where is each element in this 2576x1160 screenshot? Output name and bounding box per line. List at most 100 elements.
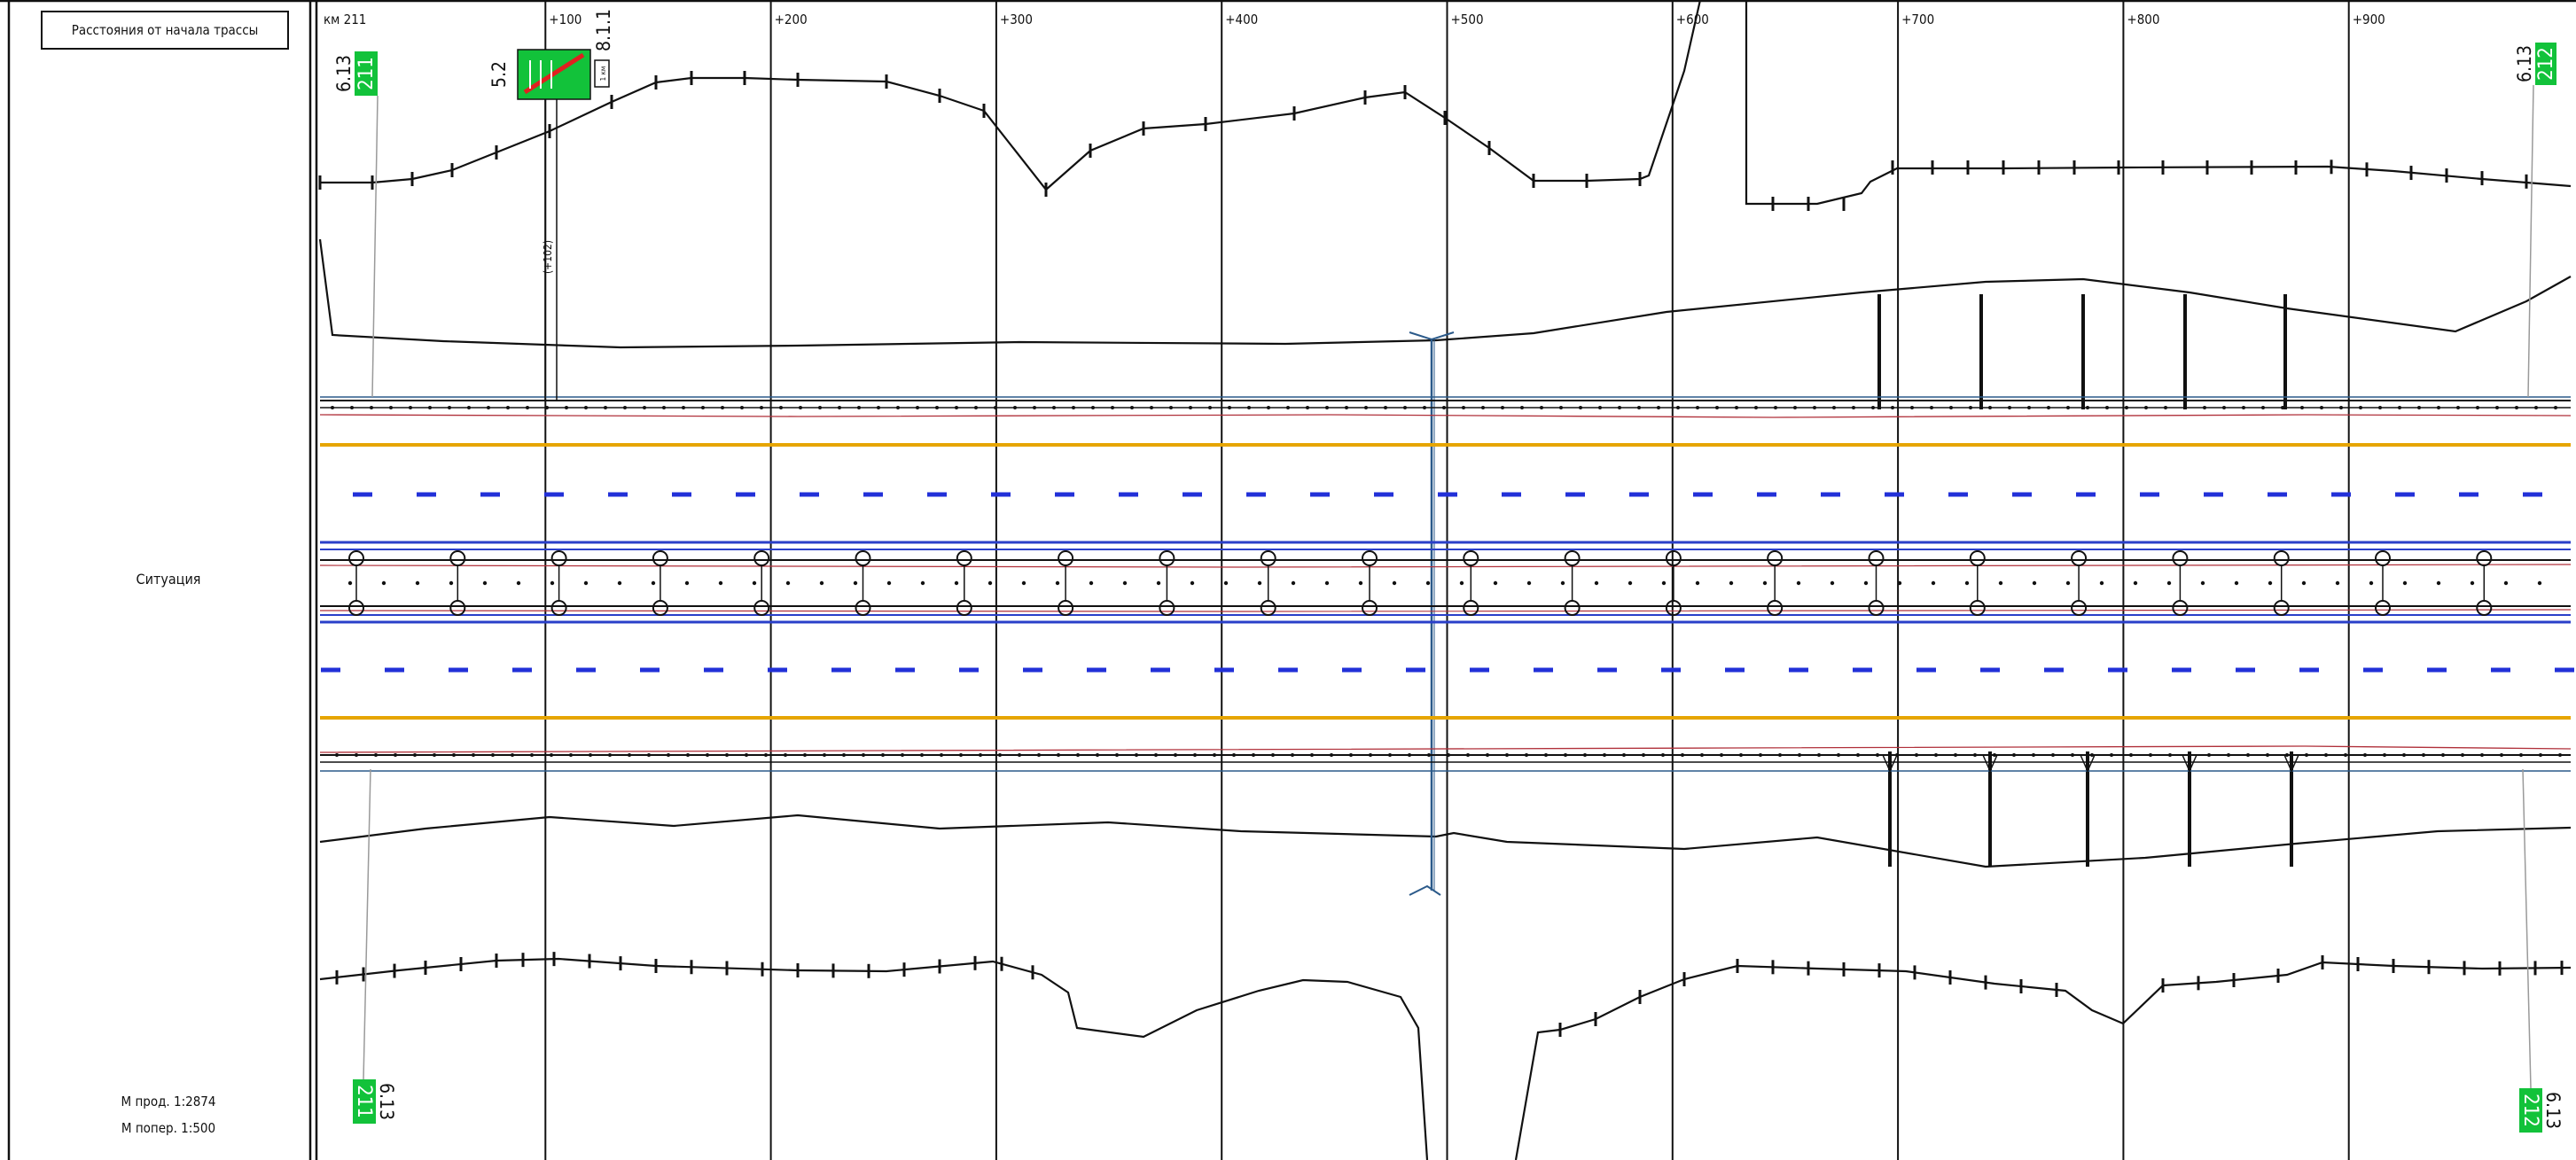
boundary-dot	[2012, 753, 2016, 757]
boundary-dot	[1793, 406, 1797, 409]
boundary-dot	[2071, 753, 2074, 757]
median-dot	[1796, 580, 1801, 586]
boundary-dot	[2027, 406, 2031, 409]
boundary-dot	[1486, 753, 1489, 757]
boundary-dot	[881, 753, 885, 757]
boundary-dot	[355, 753, 358, 757]
roadway-plan	[319, 396, 2574, 773]
boundary-dot	[1208, 406, 1212, 409]
station-label: +400	[1225, 12, 1258, 27]
boundary-dot	[2188, 753, 2191, 757]
median-dot	[2335, 580, 2340, 586]
light-pole-bottom	[855, 600, 871, 616]
median-dot	[2402, 580, 2408, 586]
boundary-dot	[1915, 753, 1918, 757]
boundary-dot	[1369, 753, 1372, 757]
boundary-dot	[2183, 406, 2187, 409]
boundary-dot	[1583, 753, 1587, 757]
boundary-dot	[1076, 753, 1080, 757]
boundary-dot	[1993, 753, 1996, 757]
lane-sign-plate-text: 1 км	[599, 66, 607, 82]
median-dot	[1324, 580, 1330, 586]
boundary-dot	[2168, 753, 2172, 757]
light-pole-bottom	[2273, 600, 2290, 616]
culvert-outlet	[2283, 754, 2299, 773]
boundary-dot	[1637, 406, 1641, 409]
median-dot	[1425, 580, 1431, 586]
boundary-dot	[725, 753, 729, 757]
light-pole-bottom	[1159, 600, 1175, 616]
light-pole-top	[1463, 550, 1479, 566]
boundary-dot	[1057, 753, 1060, 757]
boundary-dot	[1037, 753, 1041, 757]
km-post-value: 211	[353, 1085, 375, 1118]
light-pole-bottom	[2375, 600, 2391, 616]
culvert-outlet	[1882, 754, 1898, 773]
median-dot	[954, 580, 959, 586]
light-pole-top	[1159, 550, 1175, 566]
boundary-dot	[2422, 753, 2425, 757]
boundary-dot	[2066, 406, 2070, 409]
median-dot	[381, 580, 386, 586]
boundary-dot	[643, 406, 646, 409]
light-pole-top	[1260, 550, 1276, 566]
boundary-dot	[2222, 406, 2226, 409]
boundary-dot	[604, 406, 607, 409]
boundary-dot	[1247, 406, 1251, 409]
boundary-dot	[1052, 406, 1056, 409]
boundary-dot	[2144, 406, 2148, 409]
median-dot	[482, 580, 488, 586]
boundary-dot	[1364, 406, 1368, 409]
light-pole-top	[1058, 550, 1074, 566]
station-label: км 211	[324, 12, 366, 27]
boundary-dot	[1267, 406, 1270, 409]
boundary-dot	[608, 753, 612, 757]
median-dot	[2234, 580, 2239, 586]
median-dot	[2133, 580, 2138, 586]
boundary-dot	[1072, 406, 1075, 409]
light-pole-bottom	[956, 600, 972, 616]
boundary-dot	[1213, 753, 1216, 757]
light-pole-bottom	[753, 600, 770, 616]
boundary-dot	[2461, 753, 2464, 757]
median-dot	[752, 580, 757, 586]
situation-label: Ситуация	[136, 571, 201, 588]
boundary-dot	[1130, 406, 1134, 409]
median-dot	[2032, 580, 2037, 586]
km-post-value: 212	[2519, 1094, 2541, 1127]
median-dot	[1661, 580, 1667, 586]
boundary-dot	[1228, 406, 1231, 409]
median-dot	[718, 580, 723, 586]
station-label: +200	[775, 12, 808, 27]
light-pole-top	[956, 550, 972, 566]
boundary-dot	[779, 406, 783, 409]
boundary-dot	[2339, 406, 2343, 409]
boundary-dot	[2227, 753, 2230, 757]
boundary-dot	[1540, 406, 1543, 409]
boundary-dot	[1427, 753, 1431, 757]
boundary-dot	[1930, 406, 1933, 409]
station-label: +600	[1676, 12, 1709, 27]
light-pole-bottom	[1058, 600, 1074, 616]
light-pole-top	[1564, 550, 1581, 566]
boundary-dot	[784, 753, 787, 757]
median-dot	[819, 580, 824, 586]
light-pole-top	[2476, 550, 2493, 566]
boundary-dot	[2476, 406, 2479, 409]
light-pole-bottom	[1868, 600, 1885, 616]
light-pole-bottom	[2172, 600, 2189, 616]
boundary-dot	[1388, 753, 1392, 757]
median-dot	[1526, 580, 1532, 586]
light-pole-bottom	[348, 600, 364, 616]
boundary-dot	[1598, 406, 1602, 409]
km-post-value: 212	[2535, 47, 2557, 81]
light-pole-top	[1868, 550, 1885, 566]
lane-sign-code-right: 8.1.1	[593, 9, 614, 51]
boundary-dot	[1408, 753, 1411, 757]
lane-sign-5-2: 5.2 8.1.1 1 км (+102)	[488, 9, 614, 401]
boundary-dot	[1291, 753, 1294, 757]
median-dot	[1156, 580, 1161, 586]
light-pole-top	[2172, 550, 2189, 566]
